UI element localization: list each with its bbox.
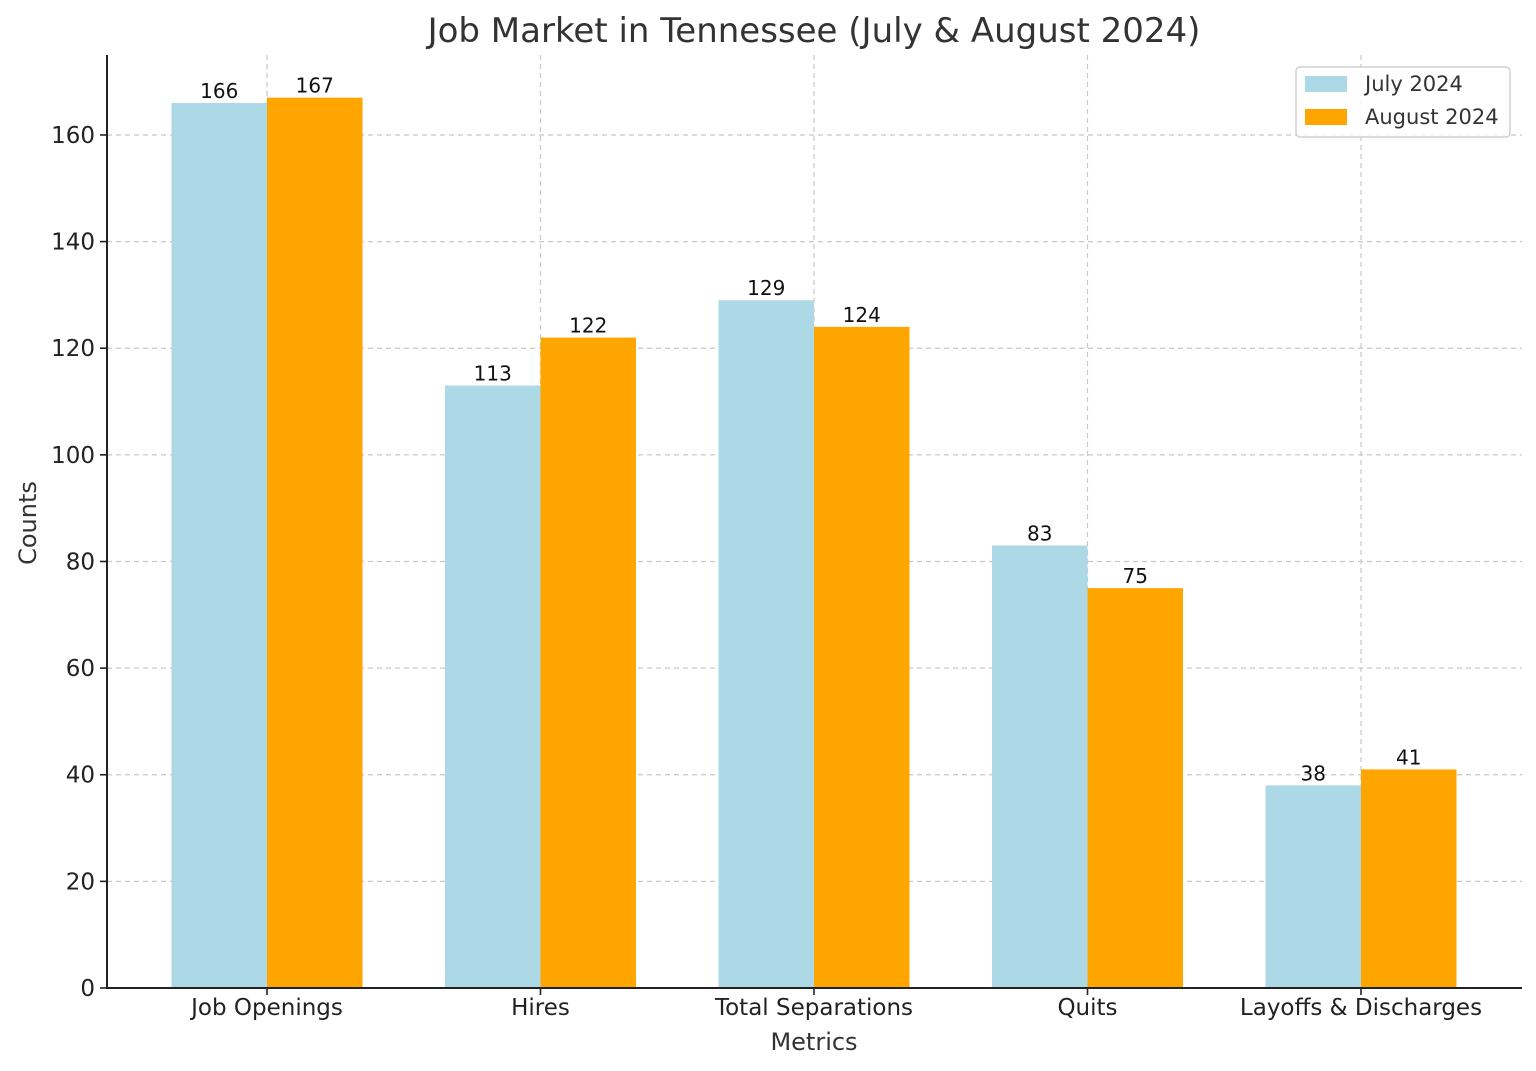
data-labels: 166 167 113 122 129 124 83 75 38 41 [200,74,1421,786]
legend: July 2024 August 2024 [1295,66,1511,138]
bar-july [718,300,814,988]
x-tick-label: Hires [511,995,570,1021]
y-tick-label: 40 [66,763,95,789]
y-tick-label: 80 [66,549,95,575]
data-label: 83 [1027,521,1052,545]
data-label: 166 [200,79,238,103]
bars [171,97,1457,989]
bar-july [992,545,1088,988]
x-ticks: Job Openings Hires Total Separations Quits L… [189,988,1482,1021]
data-label: 167 [296,74,334,98]
bar-august [1361,769,1457,988]
y-tick-label: 140 [51,230,95,256]
x-axis-label: Metrics [770,1028,857,1056]
y-ticks: 0 20 40 60 80 100 120 140 160 [51,123,107,1002]
bar-august [540,337,636,989]
bar-august [814,326,910,989]
y-axis-label: Counts [14,481,42,565]
y-tick-label: 100 [51,443,95,469]
legend-box [1295,66,1511,138]
bar-july [1265,785,1361,988]
legend-label: July 2024 [1363,72,1463,96]
y-tick-label: 120 [51,336,95,362]
bar-july [445,385,541,988]
y-tick-label: 160 [51,123,95,149]
legend-label: August 2024 [1365,105,1499,129]
data-label: 38 [1301,761,1326,785]
chart-title: Job Market in Tennessee (July & August 2… [426,11,1201,51]
data-label: 113 [474,362,512,386]
data-label: 124 [843,303,881,327]
bar-august [267,97,363,988]
data-label: 122 [569,314,607,338]
x-tick-label: Total Separations [714,995,913,1021]
legend-swatch [1305,109,1347,125]
y-tick-label: 0 [80,976,95,1002]
y-tick-label: 60 [66,656,95,682]
data-label: 129 [747,276,785,300]
y-tick-label: 20 [66,869,95,895]
data-label: 41 [1396,745,1421,769]
data-label: 75 [1123,564,1148,588]
x-tick-label: Quits [1057,995,1117,1021]
x-tick-label: Job Openings [189,995,343,1021]
bar-july [171,102,267,989]
bar-august [1087,588,1183,988]
legend-swatch [1305,76,1347,92]
x-tick-label: Layoffs & Discharges [1240,995,1482,1021]
